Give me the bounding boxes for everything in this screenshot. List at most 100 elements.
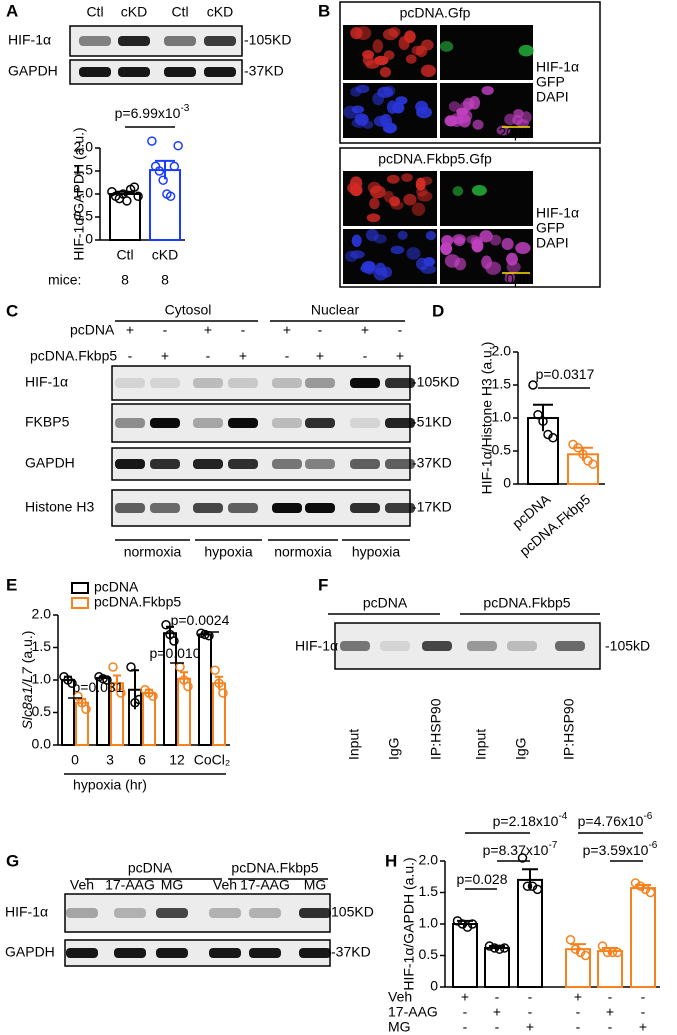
bar	[597, 950, 623, 989]
legend-label: pcDNA.Fkbp5	[94, 594, 181, 610]
p-value-exponent: -3	[180, 103, 189, 114]
cell	[372, 39, 384, 53]
p-value: p=0.010	[150, 645, 201, 661]
data-point	[218, 688, 228, 698]
x-tick-label: 6	[138, 752, 146, 768]
image-frame	[339, 1, 601, 144]
data-point	[499, 943, 510, 953]
band	[204, 67, 236, 77]
band	[305, 459, 335, 469]
y-axis-label: HIF-1α/GAPDH (a.u.)	[71, 127, 87, 260]
cell	[362, 120, 374, 129]
data-point	[122, 196, 132, 206]
condition-label: hypoxia	[204, 544, 252, 560]
legend-swatch	[71, 597, 89, 609]
x-axis-label: hypoxia (hr)	[73, 777, 147, 793]
scale-label: 20μm	[498, 271, 533, 287]
cell	[411, 202, 426, 217]
image-title: pcDNA.Gfp	[400, 5, 471, 21]
band	[164, 36, 196, 46]
error-bar	[115, 190, 135, 197]
data-point	[200, 629, 210, 640]
cell	[367, 181, 381, 194]
group-label: pcDNA	[128, 860, 173, 876]
band	[249, 908, 281, 918]
y-tick-label: 0.0	[32, 736, 52, 752]
band	[350, 418, 380, 428]
data-point	[147, 136, 157, 146]
sign: -	[495, 1019, 500, 1035]
y-tick-label: 0	[85, 231, 93, 247]
cell	[452, 186, 464, 197]
size-marker: -37KD	[331, 944, 371, 960]
data-point	[484, 941, 495, 951]
group-label: pcDNA.Fkbp5	[231, 860, 318, 876]
bar	[517, 878, 543, 989]
band	[150, 503, 180, 513]
data-point	[210, 665, 220, 675]
lane-label: Ctl	[86, 4, 103, 20]
data-point	[645, 887, 656, 898]
y-tick-label: 2.0	[74, 139, 94, 155]
sign: +	[493, 1004, 501, 1020]
bar	[484, 946, 510, 989]
band	[305, 378, 335, 388]
data-point	[538, 416, 548, 427]
sign: +	[161, 348, 169, 364]
row-label: HIF-1α	[5, 904, 48, 920]
data-point	[81, 704, 91, 714]
data-point	[116, 688, 126, 698]
panel-letter: G	[6, 851, 19, 870]
lane-label: cKD	[121, 4, 147, 20]
y-tick-label: 1.5	[32, 638, 52, 654]
cell	[403, 193, 417, 206]
p-value: p=8.37x10-7	[483, 840, 558, 858]
data-point	[169, 636, 179, 646]
data-point	[196, 628, 206, 638]
sign: +	[204, 322, 212, 338]
data-point	[532, 884, 543, 895]
y-tick-label: 0.5	[419, 946, 439, 962]
data-point	[602, 947, 613, 958]
cell	[452, 234, 466, 245]
row-label: GAPDH	[5, 944, 55, 960]
row-label: GAPDH	[25, 455, 75, 471]
cell	[481, 85, 494, 96]
band	[115, 418, 145, 428]
band	[340, 641, 370, 651]
p-value-text: p=0.0317	[536, 366, 595, 382]
cell	[390, 245, 405, 255]
cell	[388, 26, 401, 38]
cell	[411, 45, 425, 56]
y-tick-label: 0.5	[74, 208, 94, 224]
cell	[513, 108, 524, 118]
p-value: p=6.99x10-3	[115, 103, 190, 121]
data-point	[517, 853, 528, 863]
cell	[379, 66, 391, 78]
y-tick-label: 1.0	[74, 185, 94, 201]
data-point	[528, 380, 538, 390]
data-point	[494, 944, 505, 954]
x-tick-label: 12	[169, 752, 185, 768]
band	[228, 459, 258, 469]
band	[272, 418, 302, 428]
band	[156, 908, 188, 918]
blot	[334, 622, 601, 670]
panel-letter: H	[385, 851, 397, 870]
cell	[390, 201, 404, 210]
cell	[386, 174, 400, 184]
panel-letter: C	[6, 301, 18, 320]
sign: -	[398, 322, 403, 338]
cell	[515, 242, 531, 255]
counts-label: mice:	[48, 272, 81, 288]
blot	[64, 893, 331, 933]
p-value-text: p=2.18x10	[493, 813, 559, 829]
panel-letter: A	[6, 1, 18, 20]
cell	[350, 87, 362, 97]
data-point	[173, 140, 183, 151]
y-tick-label: 1.0	[419, 915, 439, 931]
data-point	[457, 919, 468, 929]
p-value-exponent: -7	[548, 840, 557, 851]
data-point	[108, 662, 118, 672]
bar	[452, 923, 478, 988]
